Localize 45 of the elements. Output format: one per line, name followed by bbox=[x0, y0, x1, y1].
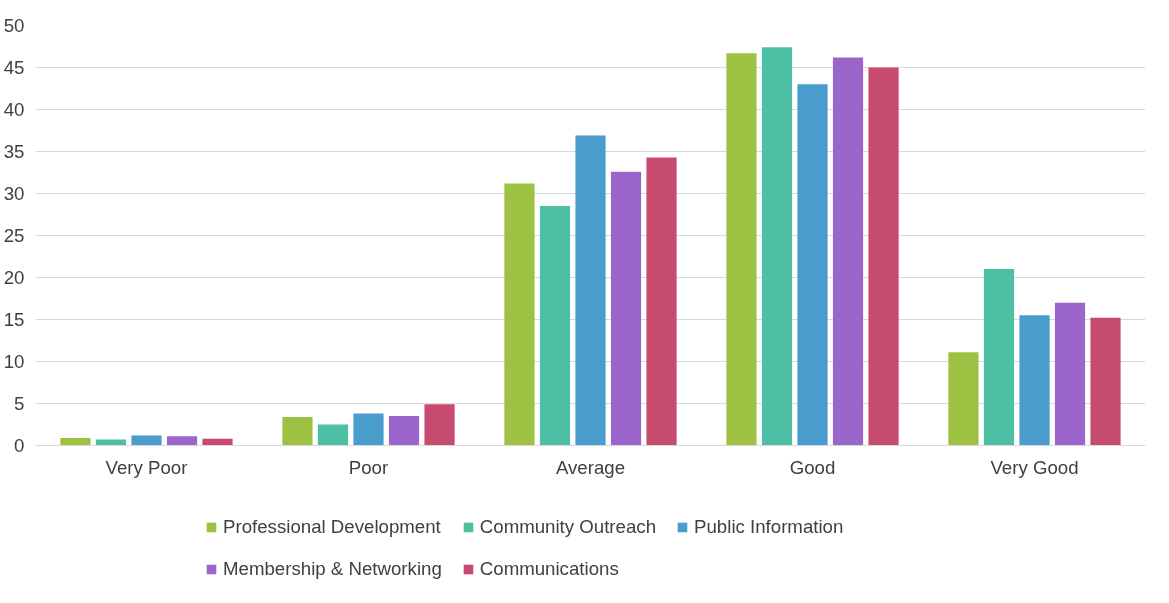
bar bbox=[388, 416, 420, 446]
bar bbox=[60, 437, 91, 446]
legend-label: Membership & Networking bbox=[223, 558, 442, 580]
bar bbox=[1090, 317, 1121, 446]
y-tick-label: 10 bbox=[3, 351, 25, 372]
bar bbox=[202, 438, 233, 446]
bar bbox=[353, 413, 384, 446]
bar bbox=[504, 183, 535, 446]
bar bbox=[646, 157, 677, 446]
bar bbox=[1054, 302, 1086, 446]
bar bbox=[832, 57, 864, 446]
x-tick-label: Poor bbox=[348, 456, 389, 478]
y-tick-label: 35 bbox=[3, 141, 25, 162]
bar bbox=[797, 84, 828, 446]
y-tick-label: 5 bbox=[14, 393, 25, 414]
x-tick-label: Very Poor bbox=[105, 456, 188, 478]
legend-label: Public Information bbox=[694, 516, 844, 538]
bar bbox=[726, 53, 757, 446]
legend-label: Professional Development bbox=[223, 516, 441, 538]
bar bbox=[761, 47, 793, 446]
x-tick-label: Average bbox=[555, 456, 626, 478]
y-tick-label: 50 bbox=[3, 15, 25, 36]
bar bbox=[1019, 315, 1050, 446]
bar bbox=[610, 171, 642, 446]
bar bbox=[539, 206, 571, 446]
x-tick-label: Very Good bbox=[990, 456, 1079, 478]
bar bbox=[868, 67, 899, 446]
y-tick-label: 45 bbox=[3, 57, 25, 78]
y-tick-label: 40 bbox=[3, 99, 25, 120]
y-tick-label: 25 bbox=[3, 225, 25, 246]
bar bbox=[166, 436, 198, 446]
bar bbox=[282, 416, 313, 446]
y-tick-label: 20 bbox=[3, 267, 25, 288]
legend-label: Communications bbox=[479, 558, 619, 580]
bar bbox=[983, 269, 1015, 446]
bar bbox=[575, 135, 606, 446]
y-tick-label: 0 bbox=[14, 435, 25, 456]
y-tick-label: 15 bbox=[3, 309, 25, 330]
bar bbox=[131, 435, 162, 446]
bar bbox=[317, 424, 349, 446]
y-tick-label: 30 bbox=[3, 183, 25, 204]
bar bbox=[948, 352, 979, 446]
bar bbox=[424, 404, 455, 446]
legend-label: Community Outreach bbox=[479, 516, 657, 538]
x-tick-label: Good bbox=[789, 456, 836, 478]
